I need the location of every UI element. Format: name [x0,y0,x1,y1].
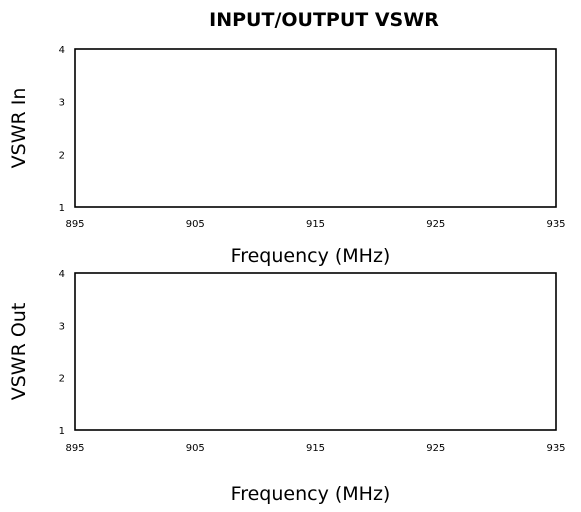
x-tick-label: 935 [546,443,565,454]
plot-frame [74,48,557,208]
y-axis-label: VSWR Out [8,303,30,401]
y-tick-label: 4 [59,45,65,56]
figure-title: INPUT/OUTPUT VSWR [209,9,439,31]
y-tick-label: 1 [59,203,65,214]
y-tick-label: 2 [59,374,65,385]
vswr-in-chart: 1 2 3 4 895 905 915 925 935 VSWR In Frequency (MHz… [8,45,566,267]
y-tick-label: 3 [59,98,65,109]
y-tick-label: 3 [59,321,65,332]
x-tick-label: 925 [426,443,445,454]
y-tick-label: 1 [59,426,65,437]
x-axis-label: Frequency (MHz) [231,245,391,267]
x-tick-label: 935 [546,219,565,230]
x-tick-label: 915 [306,443,325,454]
x-tick-label: 895 [65,443,84,454]
plot-frame [74,272,557,431]
x-tick-label: 905 [186,219,205,230]
x-tick-label: 915 [306,219,325,230]
vswr-out-chart: 1 2 3 4 895 905 915 925 935 VSWR Out Frequency (MH… [8,269,566,505]
x-tick-label: 905 [186,443,205,454]
x-tick-label: 895 [65,219,84,230]
y-axis-label: VSWR In [8,88,30,169]
x-axis-label: Frequency (MHz) [231,483,391,505]
y-tick-label: 2 [59,150,65,161]
x-tick-label: 925 [426,219,445,230]
y-tick-label: 4 [59,269,65,280]
